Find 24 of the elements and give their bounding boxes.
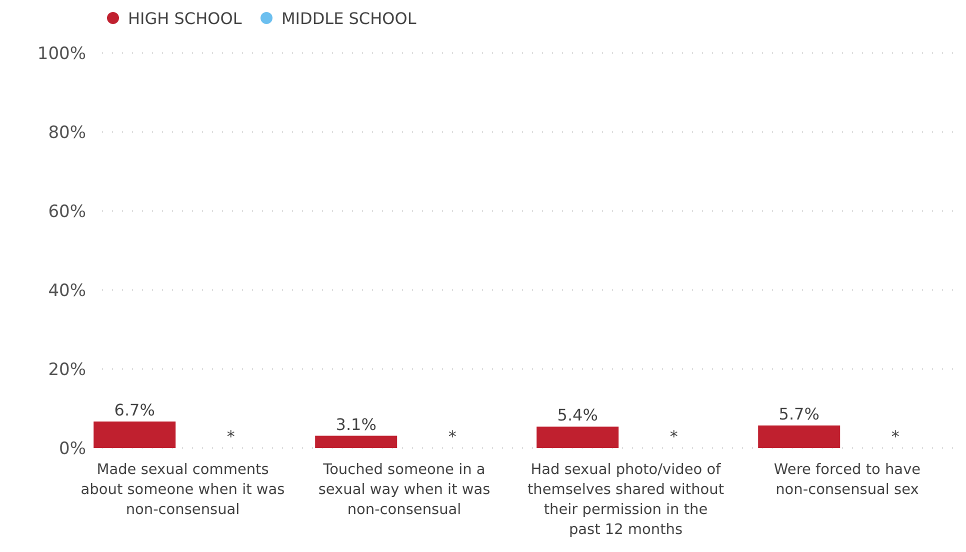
y-tick-label: 0% [59,439,86,459]
y-tick-label: 80% [48,123,86,143]
data-label: 5.7% [778,404,820,424]
data-label: 3.1% [336,414,376,434]
y-tick-label: 40% [48,281,86,301]
bar [536,426,619,448]
legend-label: MIDDLE SCHOOL [282,9,416,28]
text: * [670,427,678,446]
data-label: 6.7% [114,400,155,420]
y-tick-label: 60% [48,202,86,222]
legend-label: HIGH SCHOOL [128,9,242,28]
bar [758,425,840,448]
x-tick-label: Made sexual comments about someone when it was non-consensual [80,462,285,518]
bar [315,436,398,448]
x-tick-label: Had sexual photo/video of themselves shared without their permission in the past 12 months [527,462,724,538]
text: * [448,427,456,446]
bar [94,422,176,448]
x-tick-label: Were forced to have non-consensual sex [774,462,921,498]
y-tick-label: 20% [48,360,86,380]
text: * [891,427,900,446]
data-label: 5.4% [557,406,598,425]
text: * [226,427,235,446]
x-tick-label: Touched someone in a sexual way when it was non-consensual [318,462,490,518]
y-tick-label: 100% [37,44,86,64]
